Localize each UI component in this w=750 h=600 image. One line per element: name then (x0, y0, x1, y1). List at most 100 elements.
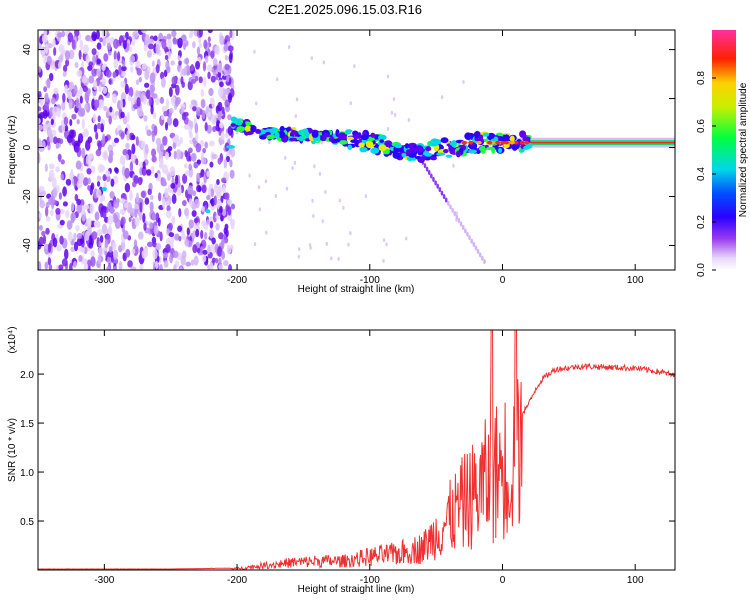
spectrogram-noise-blob (212, 126, 217, 133)
spectrogram-noise-blob (162, 135, 168, 146)
spectrogram-trace-blob (424, 152, 433, 157)
spectrogram-noise-blob (217, 110, 222, 122)
spectrogram-noise-blob (49, 195, 56, 205)
spectrogram-noise-blob (190, 30, 194, 37)
spectrogram-noise-blob (166, 205, 171, 212)
snr-x-axis: -300 -200 -100 0 100 (94, 330, 644, 586)
spectrogram-noise-blob (39, 196, 43, 205)
spectrogram-noise-peak (205, 209, 211, 214)
spectrogram-faint-dot (255, 101, 258, 106)
spectrogram-noise-blob (159, 143, 164, 153)
spectrogram-noise-blob (122, 230, 129, 240)
spectrogram-noise-blob (113, 59, 119, 69)
spectrogram-noise-blob (171, 76, 177, 85)
spectrogram-noise-blob (108, 78, 112, 85)
spectrogram-faint-dot (455, 211, 458, 216)
spectrogram-trace-blob (370, 147, 380, 154)
spectrogram-noise-blob (164, 151, 170, 160)
spectrogram-faint-dot (268, 140, 271, 145)
spectrogram-noise-blob (140, 140, 146, 149)
spectrogram-faint-dot (386, 126, 390, 131)
spectrogram-noise-blob (122, 115, 128, 125)
spectrogram-noise-blob (63, 248, 69, 260)
spectrogram-x-label: Height of straight line (km) (298, 284, 415, 295)
spectrogram-noise-blob (61, 30, 66, 38)
spectrogram-noise-blob (55, 166, 60, 173)
spectrogram-noise-blob (152, 112, 157, 119)
spectrogram-noise-blob (217, 62, 223, 73)
spectrogram-noise-blob (44, 206, 49, 217)
spectrogram-noise-blob (218, 263, 224, 270)
spectrogram-tail-dot (470, 238, 473, 244)
spectrogram-noise-blob (218, 139, 225, 145)
spectrogram-noise-blob (171, 193, 177, 205)
spectrogram-noise-blob (207, 111, 212, 118)
spectrogram-trace-blob (337, 132, 347, 140)
spectrogram-noise-blob (75, 160, 82, 170)
figure-title: C2E1.2025.096.15.03.R16 (268, 2, 422, 17)
spectrogram-trace-peak (500, 140, 506, 145)
spectrogram-noise-blob (171, 30, 177, 38)
spectrogram-noise-blob (85, 154, 92, 165)
snr-panel: -300 -200 -100 0 100 0.5 1.0 1.5 2.0 Height of … (7, 326, 676, 595)
spectrogram-noise-blob (44, 261, 49, 270)
spectrogram-noise-blob (65, 210, 70, 218)
spectrogram-noise-blob (140, 190, 146, 198)
spectrogram-trace-blob (358, 142, 365, 148)
spectrogram-noise-blob (225, 75, 230, 83)
spectrogram-noise-blob (155, 242, 162, 251)
spectrogram-noise-blob (146, 50, 152, 58)
spectrogram-noise-blob (59, 138, 64, 145)
spectrogram-trace-blob (378, 144, 387, 152)
spectrogram-noise-blob (118, 260, 123, 270)
spectrogram-noise-blob (41, 230, 46, 237)
spectrogram-noise-blob (209, 97, 214, 105)
spectrogram-noise-blob (56, 244, 62, 252)
spectrogram-noise-blob (217, 157, 222, 165)
spectrogram-noise-blob (221, 251, 226, 260)
spectrogram-tail-dot (464, 228, 467, 234)
spectrogram-noise-blob (218, 122, 224, 129)
spectrogram-trace-peak (468, 140, 474, 145)
spectrogram-noise-blob (195, 142, 202, 153)
spectrogram-noise-blob (67, 32, 74, 43)
spectrogram-noise-blob (122, 59, 126, 68)
spectrogram-noise-blob (175, 139, 181, 147)
spectrogram-noise-blob (38, 111, 45, 119)
spectrogram-noise-blob (100, 164, 106, 173)
spectrogram-trace-blob (328, 137, 333, 142)
spectrogram-noise-blob (229, 169, 235, 179)
spectrogram-noise-blob (141, 165, 147, 176)
spectrogram-noise-blob (159, 263, 163, 270)
spectrogram-faint-dot (257, 185, 261, 190)
spectrogram-noise-blob (108, 246, 113, 253)
spectrogram-trace-blob (278, 130, 286, 139)
spectrogram-noise-blob (79, 95, 83, 104)
spectrogram-noise-blob (58, 61, 62, 69)
spectrogram-noise-blob (108, 115, 112, 125)
spectrogram-trace-blob (321, 135, 327, 141)
spectrogram-noise-blob (126, 111, 130, 123)
spectrogram-noise-blob (165, 243, 171, 253)
spectrogram-noise-blob (208, 87, 214, 97)
spectrogram-noise-blob (212, 211, 217, 223)
spectrogram-noise-blob (192, 106, 197, 112)
colorbar-tick-label: 0.4 (696, 167, 707, 181)
spectrogram-noise-blob (217, 246, 223, 258)
spectrogram-noise-blob (45, 43, 49, 54)
spectrogram-trace-blob (415, 145, 424, 153)
spectrogram-noise-blob (84, 204, 90, 210)
spectrogram-noise-blob (127, 201, 133, 213)
spectrogram-noise-blob (51, 129, 57, 137)
spectrogram-noise-blob (144, 69, 150, 81)
spectrogram-noise-blob (72, 261, 77, 268)
spectrogram-noise-blob (108, 224, 112, 236)
spectrogram-noise-blob (192, 41, 196, 49)
snr-frame (37, 329, 676, 571)
spectrogram-trace-blob (436, 152, 446, 156)
spectrogram-trace-blob (311, 130, 319, 138)
spectrogram-noise-blob (228, 53, 233, 64)
spectrogram-noise-blob (127, 95, 132, 102)
spectrogram-noise-blob (38, 96, 44, 107)
spectrogram-noise-blob (87, 185, 91, 191)
